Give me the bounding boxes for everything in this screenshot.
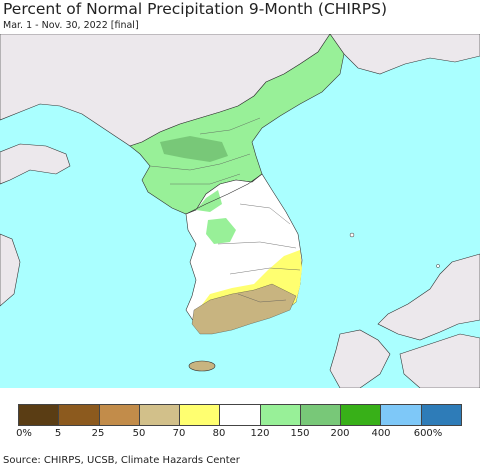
legend-tick: 5 (54, 428, 62, 439)
china-coast-lower (0, 233, 21, 307)
north-korea-region (129, 34, 345, 215)
north-korea-wetter-patch (160, 136, 228, 162)
precipitation-map (0, 34, 480, 388)
island-dot (436, 264, 440, 268)
legend-swatch (220, 405, 261, 425)
legend-tick: 200 (330, 428, 350, 439)
japan-land (377, 253, 480, 341)
legend-swatch (300, 405, 342, 425)
legend-tick-labels: 0% 5 25 50 70 80 120 150 200 400 600% (0, 428, 480, 442)
shandong-land (0, 143, 71, 185)
legend-tick: 25 (91, 428, 105, 439)
south-korea-north-wet (196, 190, 222, 212)
legend-tick: 600% (413, 428, 443, 439)
legend-colorbar (18, 404, 462, 426)
legend-swatch (381, 405, 422, 425)
dmz-line (185, 173, 263, 215)
legend-tick: 150 (290, 428, 310, 439)
legend-tick: 50 (132, 428, 146, 439)
ulleung-island (349, 232, 355, 238)
source-credit: Source: CHIRPS, UCSB, Climate Hazards Ce… (3, 455, 240, 466)
legend-swatch (19, 405, 60, 425)
legend-swatch (180, 405, 221, 425)
province-borders (149, 117, 301, 303)
legend-swatch (421, 405, 461, 425)
jeju-island (188, 360, 216, 372)
legend-swatch (139, 405, 181, 425)
russia-land (329, 34, 480, 75)
legend-tick: 0% (16, 428, 32, 439)
japan-kyushu (329, 329, 391, 388)
south-korea-dry-tan (191, 283, 297, 335)
legend-swatch (341, 405, 382, 425)
map-title: Percent of Normal Precipitation 9-Month … (3, 0, 387, 18)
legend-tick: 120 (250, 428, 270, 439)
legend-swatch (59, 405, 100, 425)
japan-honshu-south (399, 333, 480, 388)
map-subtitle: Mar. 1 - Nov. 30, 2022 [final] (3, 20, 139, 31)
legend-tick: 80 (212, 428, 226, 439)
legend-tick: 70 (172, 428, 186, 439)
legend-swatch (260, 405, 301, 425)
south-korea-wet-patch (206, 218, 236, 244)
legend-tick: 400 (371, 428, 391, 439)
legend-swatch (99, 405, 140, 425)
